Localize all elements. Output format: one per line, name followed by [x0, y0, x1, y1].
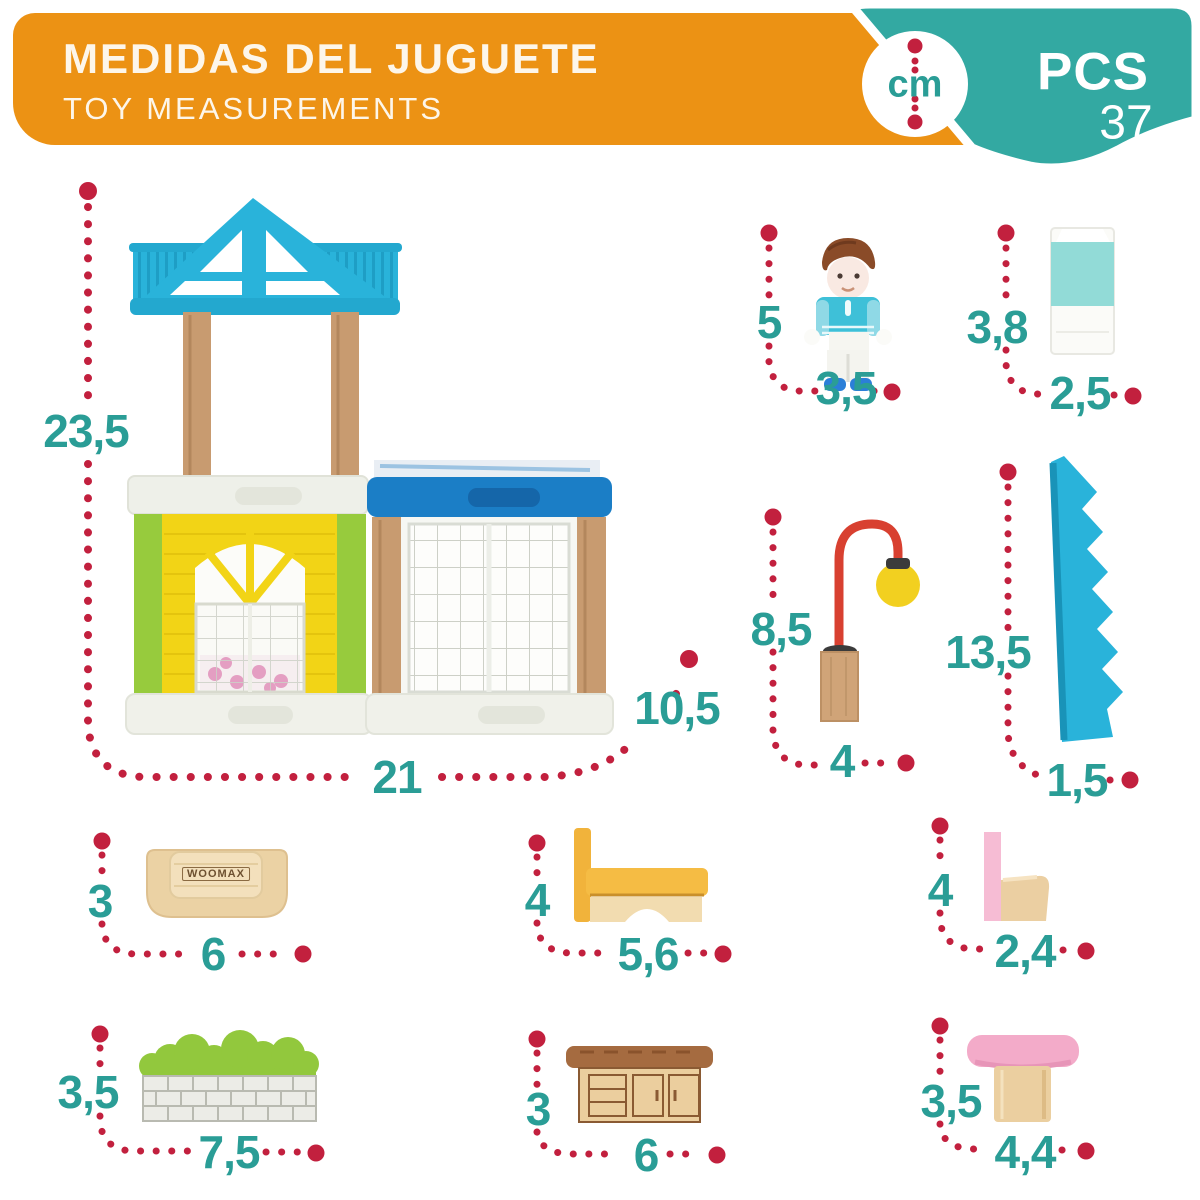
page-subtitle: TOY MEASUREMENTS	[63, 91, 445, 126]
toilet-toy	[984, 832, 1050, 921]
dollhouse-toy	[125, 198, 614, 735]
hedge-wall-toy	[139, 1030, 319, 1122]
unit-label: cm	[887, 63, 943, 106]
measurement-end-dots	[79, 182, 1142, 1164]
stairs-height-label: 13,5	[945, 626, 1032, 678]
cabinet-toy	[566, 1046, 713, 1123]
figure-toy	[804, 238, 892, 391]
stool-toy	[967, 1035, 1079, 1122]
stairs-toy	[1049, 456, 1123, 742]
cabinet-width-label: 6	[633, 1129, 660, 1181]
hedge-width-label: 7,5	[198, 1126, 261, 1178]
pieces-label: PCS	[1037, 42, 1149, 102]
pieces-count: 37	[1099, 96, 1153, 150]
bench-height-label: 3	[87, 875, 114, 927]
street-lamp-toy	[820, 519, 920, 722]
brand-logo: WOOMAX	[182, 867, 250, 881]
stool-width-label: 4,4	[994, 1126, 1057, 1178]
hedge-height-label: 3,5	[57, 1066, 120, 1118]
measurement-lines	[84, 203, 1119, 1158]
stool-height-label: 3,5	[920, 1075, 983, 1127]
toilet-width-label: 2,4	[994, 925, 1057, 977]
toilet-height-label: 4	[927, 864, 954, 916]
block-width-label: 2,5	[1049, 367, 1112, 419]
cabinet-height-label: 3	[525, 1083, 552, 1135]
lamp-width-label: 4	[829, 735, 856, 787]
cm-circle-badge	[862, 31, 968, 137]
bench-toy	[146, 849, 288, 918]
page-title: MEDIDAS DEL JUGUETE	[63, 35, 600, 82]
bed-toy	[574, 828, 708, 922]
figure-width-label: 3,5	[815, 362, 878, 414]
block-toy	[1050, 227, 1115, 355]
house-width-label: 21	[372, 751, 422, 803]
house-height-label: 23,5	[43, 405, 130, 457]
lamp-height-label: 8,5	[750, 603, 813, 655]
house-depth-label: 10,5	[634, 682, 721, 734]
bed-width-label: 5,6	[617, 928, 680, 980]
figure-height-label: 5	[756, 296, 783, 348]
bed-height-label: 4	[524, 874, 551, 926]
pcs-corner-badge	[847, 0, 1200, 173]
bench-width-label: 6	[200, 928, 227, 980]
block-height-label: 3,8	[966, 301, 1029, 353]
stairs-width-label: 1,5	[1046, 754, 1109, 806]
cm-badge-dots	[907, 38, 923, 130]
